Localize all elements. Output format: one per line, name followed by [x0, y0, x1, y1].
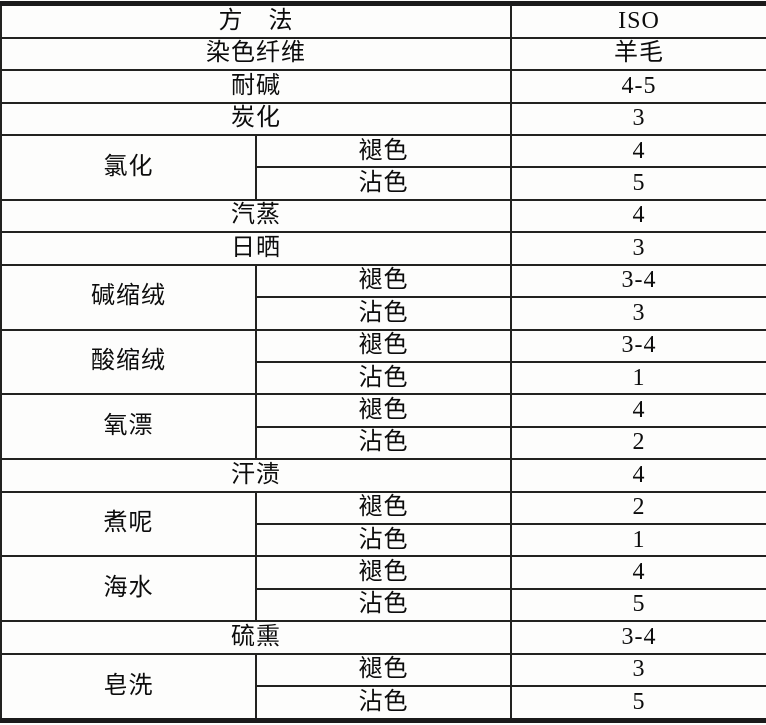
subtype-cell: 褪色: [255, 133, 512, 169]
value-cell: 5: [510, 685, 766, 722]
table-row-alkali-milling-fading: 碱缩绒 褪色 3-4: [0, 263, 766, 331]
method-header-cell: 方 法: [0, 2, 512, 39]
method-cell: 炭化: [0, 101, 512, 136]
table-row-soaping-fading: 皂洗 褪色 3: [0, 652, 766, 722]
table-row-crabbing-fading: 煮呢 褪色 2: [0, 490, 766, 558]
subtype-cell: 沾色: [255, 685, 512, 722]
value-cell: 3: [510, 231, 766, 266]
method-cell: 碱缩绒: [0, 263, 257, 331]
subtype-cell: 沾色: [255, 296, 512, 331]
method-cell: 汗渍: [0, 458, 512, 493]
table-row-fiber: 染色纤维 羊毛: [0, 36, 766, 72]
subtype-cell: 沾色: [255, 360, 512, 396]
subtype-cell: 褪色: [255, 263, 512, 299]
value-cell: 5: [510, 166, 766, 201]
iso-header-cell: ISO: [510, 2, 766, 39]
value-cell: 3: [510, 296, 766, 331]
table-row-method-header: 方 法 ISO: [0, 2, 766, 39]
subtype-cell: 沾色: [255, 587, 512, 623]
value-cell: 1: [510, 360, 766, 396]
method-cell: 皂洗: [0, 652, 257, 722]
table-row-acid-milling-staining: 沾色 1: [1, 360, 766, 396]
method-cell: 硫熏: [0, 620, 512, 655]
table-row-steaming: 汽蒸 4: [0, 198, 766, 234]
subtype-cell: 沾色: [255, 523, 512, 558]
fiber-value-cell: 羊毛: [510, 36, 766, 72]
table-row-chlorination-fading: 氯化 褪色 4: [0, 133, 766, 201]
subtype-cell: 沾色: [255, 425, 512, 461]
table-row-oxygen-bleach-fading: 氧漂 褪色 4: [0, 393, 766, 461]
method-cell: 海水: [0, 555, 257, 623]
method-cell: 氯化: [0, 133, 257, 201]
table-row-alkali-resistance: 耐碱 4-5: [0, 69, 766, 104]
table-row-carbonization: 炭化 3: [0, 101, 766, 136]
table-row-acid-milling-fading: 酸缩绒 褪色 3-4: [0, 328, 766, 396]
method-cell: 耐碱: [0, 69, 512, 104]
subtype-cell: 褪色: [255, 555, 512, 590]
table-row-seawater-fading: 海水 褪色 4: [0, 555, 766, 623]
method-cell: 氧漂: [0, 393, 257, 461]
method-cell: 酸缩绒: [0, 328, 257, 396]
table-row-chlorination-staining: 沾色 5: [1, 166, 766, 201]
value-cell: 2: [510, 490, 766, 526]
table-row-sulfur-stoving: 硫熏 3-4: [0, 620, 766, 655]
table-row-oxygen-bleach-staining: 沾色 2: [1, 425, 766, 461]
method-cell: 日晒: [0, 231, 512, 266]
subtype-cell: 褪色: [255, 652, 512, 688]
value-cell: 1: [510, 523, 766, 558]
table-row-soaping-staining: 沾色 5: [1, 685, 766, 722]
value-cell: 4: [510, 198, 766, 234]
table-row-alkali-milling-staining: 沾色 3: [1, 296, 766, 331]
table-row-light: 日晒 3: [0, 231, 766, 266]
value-cell: 4: [510, 555, 766, 590]
value-cell: 4: [510, 393, 766, 428]
value-cell: 5: [510, 587, 766, 623]
fiber-label-cell: 染色纤维: [0, 36, 512, 72]
value-cell: 2: [510, 425, 766, 461]
value-cell: 3-4: [510, 328, 766, 363]
value-cell: 3-4: [510, 620, 766, 655]
method-cell: 煮呢: [0, 490, 257, 558]
method-cell: 汽蒸: [0, 198, 512, 234]
value-cell: 3: [510, 101, 766, 136]
value-cell: 3-4: [510, 263, 766, 299]
value-cell: 4: [510, 133, 766, 169]
subtype-cell: 褪色: [255, 328, 512, 363]
value-cell: 4: [510, 458, 766, 493]
subtype-cell: 褪色: [255, 490, 512, 526]
value-cell: 4-5: [510, 69, 766, 104]
table-row-crabbing-staining: 沾色 1: [1, 523, 766, 558]
value-cell: 3: [510, 652, 766, 688]
subtype-cell: 褪色: [255, 393, 512, 428]
subtype-cell: 沾色: [255, 166, 512, 201]
table-row-perspiration: 汗渍 4: [0, 458, 766, 493]
